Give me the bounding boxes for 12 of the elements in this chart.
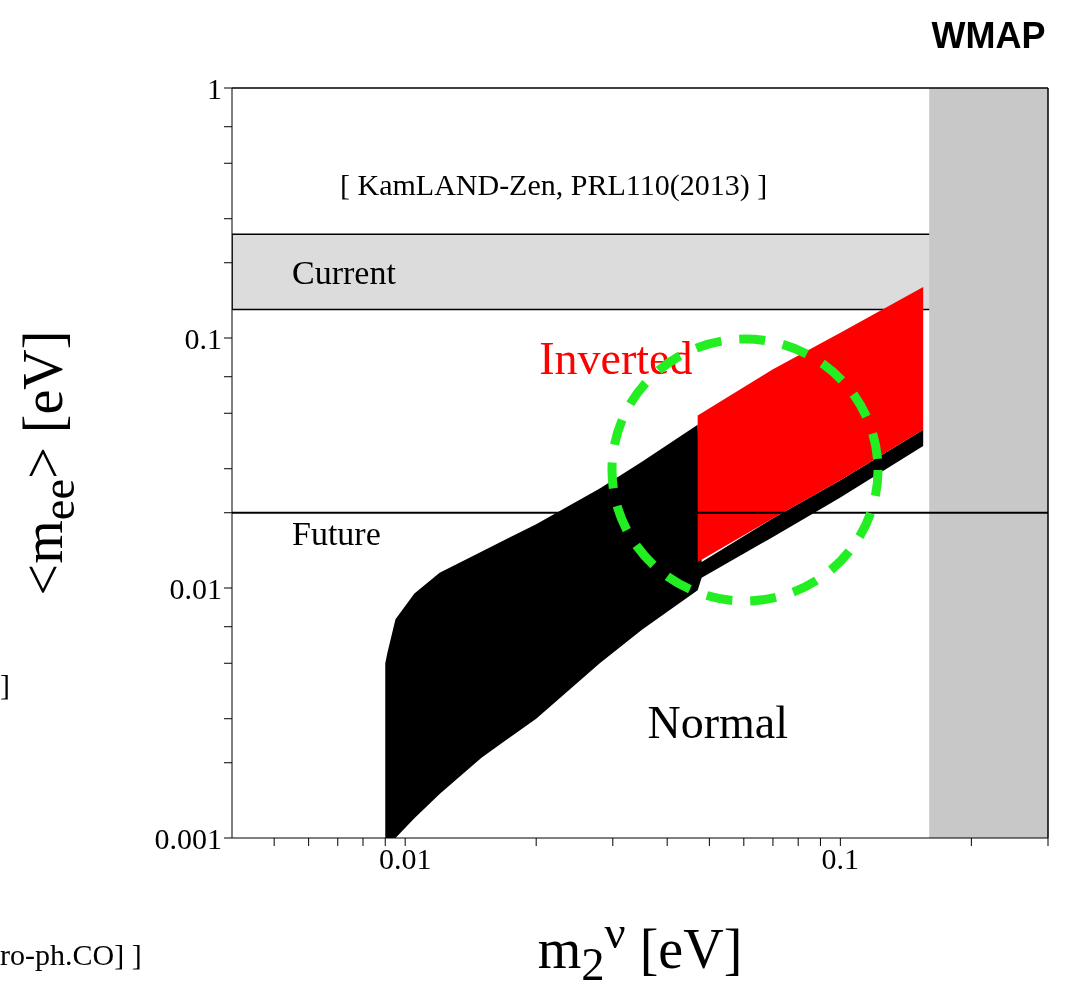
y-tick-label: 0.01 [169, 571, 222, 605]
y-tick-label: 0.1 [184, 321, 222, 355]
text: ] [0, 668, 10, 702]
legend-label: Normal [647, 695, 789, 749]
ref-line-label: Future [292, 514, 381, 552]
band-label: WMAP [931, 15, 1046, 56]
y-tick-label: 0.001 [154, 821, 222, 855]
text: ro-ph.CO] ] [0, 938, 142, 972]
annotation: [ KamLAND-Zen, PRL110(2013) ] [340, 168, 768, 202]
x-axis-title: m$_{2}$$^{ν}$ [eV] [536, 905, 744, 991]
band-label: Current [292, 253, 397, 291]
y-tick-label: 1 [207, 71, 222, 105]
